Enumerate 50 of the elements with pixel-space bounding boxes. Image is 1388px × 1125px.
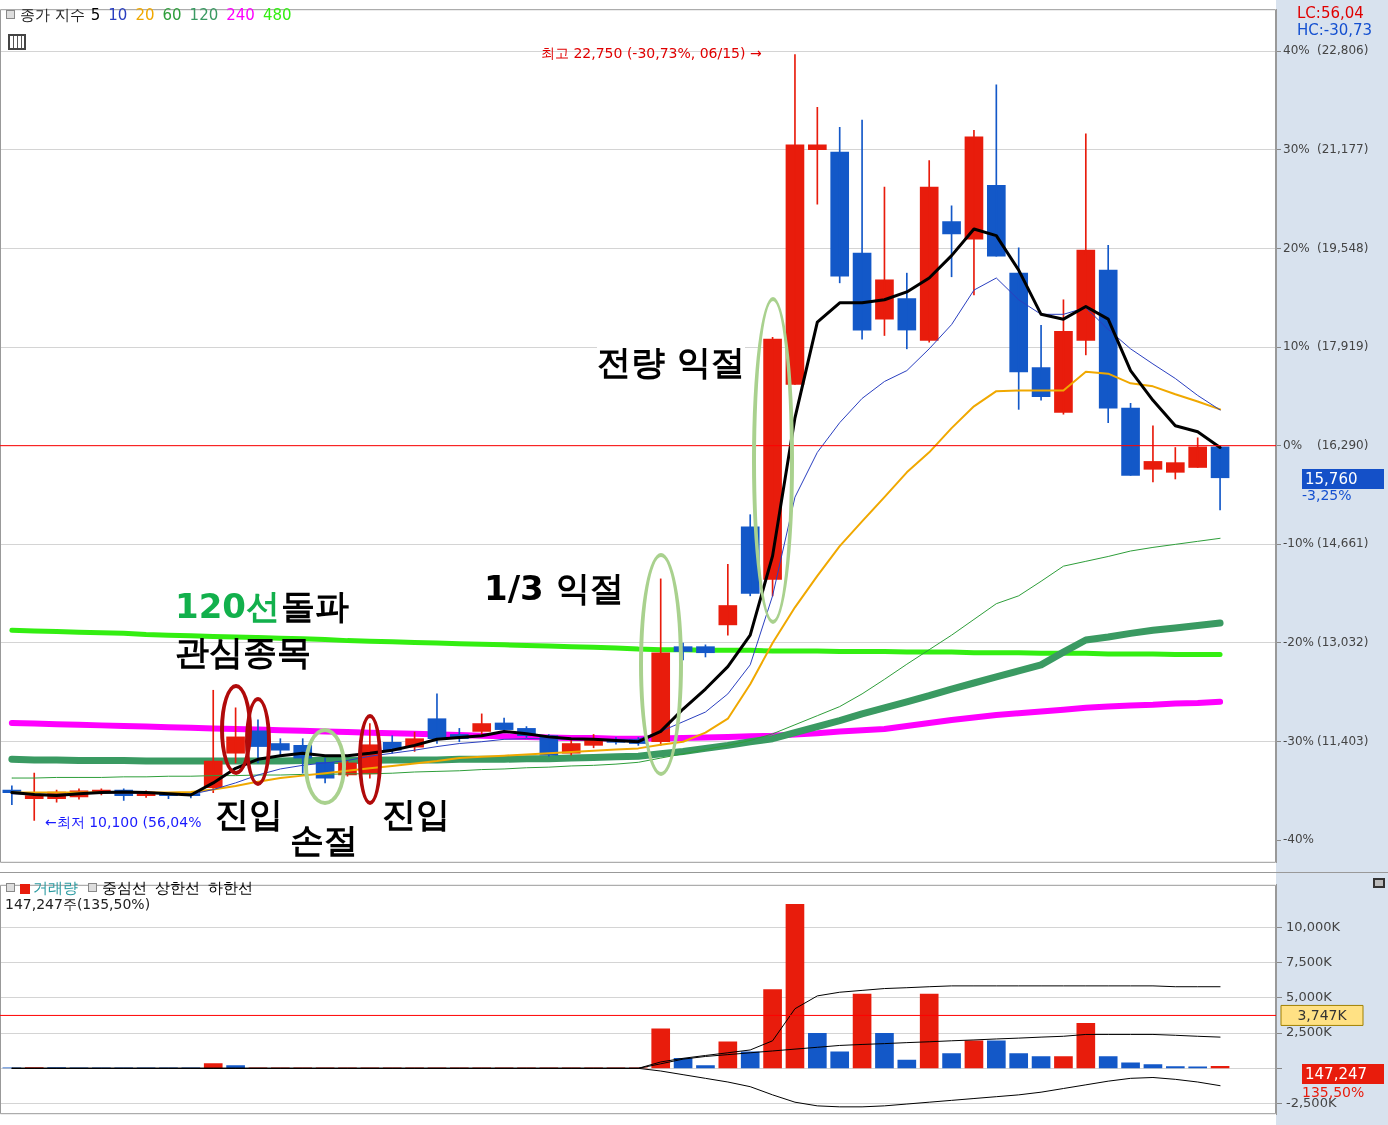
- annotation: 진입: [382, 794, 450, 834]
- text: 60: [162, 6, 182, 24]
- ref-line-label: 3,747K: [1297, 1007, 1348, 1024]
- text: -3,25%: [1302, 487, 1352, 504]
- y2-tick-label: 0%: [1283, 437, 1303, 452]
- text: 5: [90, 6, 101, 24]
- y-tick-label: 10,000K: [1286, 918, 1341, 934]
- text: 중심선: [102, 879, 147, 897]
- annotation: 147,247주(135,50%): [5, 896, 151, 913]
- legend-label: 거래량: [33, 879, 78, 897]
- text: 120: [189, 6, 219, 24]
- y2-tick-label: 20%: [1283, 240, 1310, 255]
- y2-tick-label: -10%: [1283, 536, 1315, 551]
- y-tick-label: 5,000K: [1286, 989, 1333, 1005]
- text: 480: [262, 6, 292, 24]
- y-tick-label: (22,806): [1317, 43, 1369, 58]
- annotation: 120선: [175, 586, 280, 626]
- text: 20: [135, 6, 155, 24]
- annotation: 돌파: [281, 586, 349, 626]
- annotation: 진입: [215, 794, 283, 834]
- text: 240: [226, 6, 255, 24]
- y-tick-label: (21,177): [1317, 141, 1369, 156]
- y-tick-label: (11,403): [1317, 733, 1369, 748]
- y-tick-label: (14,661): [1317, 536, 1369, 551]
- y2-tick-label: 10%: [1283, 339, 1310, 354]
- text: 147,247: [1302, 1064, 1384, 1084]
- text: 15,760: [1302, 469, 1384, 489]
- y2-tick-label: -20%: [1283, 635, 1315, 650]
- annotation: 최고 22,750 (-30,73%, 06/15) →: [541, 45, 762, 62]
- text: 하한선: [208, 879, 253, 897]
- annotation: 1/3 익절: [484, 568, 624, 608]
- y-tick-label: 7,500K: [1286, 953, 1333, 969]
- text: HC:-30,73: [1297, 21, 1373, 39]
- annotation: 손절: [290, 820, 358, 860]
- y2-tick-label: 30%: [1283, 141, 1310, 156]
- text: 상한선: [155, 879, 200, 897]
- annotation: ←최저 10,100 (56,04%: [45, 814, 202, 831]
- y2-tick-label: -40%: [1283, 832, 1315, 847]
- annotation: 관심종목: [175, 632, 311, 672]
- text: LC:56,04: [1297, 4, 1364, 22]
- legend-title: 종가 지수: [20, 6, 85, 24]
- y-tick-label: (16,290): [1317, 437, 1369, 452]
- text: 10: [108, 6, 128, 24]
- y-tick-label: 2,500K: [1286, 1024, 1333, 1040]
- y-tick-label: (19,548): [1317, 240, 1369, 255]
- annotation: 전량 익절: [597, 342, 745, 382]
- y-tick-label: (17,919): [1317, 339, 1369, 354]
- y-tick-label: (13,032): [1317, 635, 1369, 650]
- y2-tick-label: 40%: [1283, 43, 1310, 58]
- y2-tick-label: -30%: [1283, 733, 1315, 748]
